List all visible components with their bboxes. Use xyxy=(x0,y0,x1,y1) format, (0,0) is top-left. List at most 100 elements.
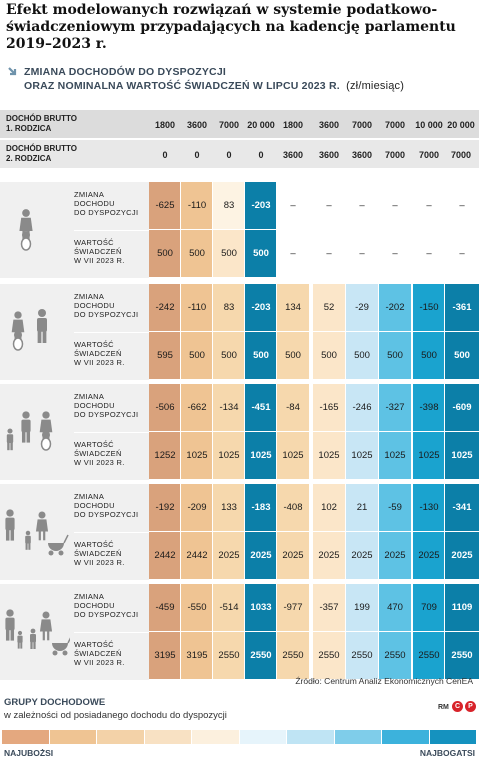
family-icon-svg xyxy=(5,509,69,556)
table-cell-value: 2025 xyxy=(413,532,445,579)
legend-swatch xyxy=(192,730,239,744)
metric-label: ZMIANA DOCHODU DO DYSPOZYCJI xyxy=(74,492,149,519)
column-gutter xyxy=(212,182,213,680)
table-cell-value: -361 xyxy=(445,284,479,331)
table-cell-value: – xyxy=(313,230,345,277)
legend-title: GRUPY DOCHODOWE xyxy=(4,697,106,708)
table-cell-value: 2550 xyxy=(245,632,277,679)
legend-swatch xyxy=(334,730,381,744)
table-cell-value: 500 xyxy=(277,332,309,379)
table-cell-value: 1025 xyxy=(313,432,345,479)
metric-label-line: DOCHODU xyxy=(74,301,115,310)
table-cell-value: 102 xyxy=(313,484,345,531)
legend-swatch xyxy=(382,730,429,744)
table-cell-value: 2025 xyxy=(379,532,411,579)
table-cell-value: 1025 xyxy=(445,432,479,479)
metric-label-line: WARTOŚĆ xyxy=(74,640,114,649)
metric-label-line: DOCHODU xyxy=(74,199,115,208)
family-icon-svg xyxy=(11,309,47,351)
couple-two-children-icon xyxy=(0,384,70,480)
table-cell-value: – xyxy=(379,182,411,229)
table-cell-value: 500 xyxy=(149,230,181,277)
metric-label: WARTOŚĆ ŚWIADCZEŃ W VII 2023 R. xyxy=(74,238,149,265)
metric-label-line: ZMIANA xyxy=(74,292,105,301)
table-cell-value: 1025 xyxy=(413,432,445,479)
metric-label-line: DO DYSPOZYCJI xyxy=(74,410,139,419)
table-cell-value: -514 xyxy=(213,584,245,631)
column-gutter xyxy=(444,182,445,680)
header-row-bg xyxy=(0,110,479,138)
table-cell-value: 500 xyxy=(213,332,245,379)
legend-swatch xyxy=(2,730,49,744)
header-value: 7000 xyxy=(450,150,472,160)
metric-label-line: WARTOŚĆ xyxy=(74,340,114,349)
header-value: 20 000 xyxy=(447,120,475,130)
metric-label-line: ZMIANA xyxy=(74,392,105,401)
single-parent-one-child-icon xyxy=(0,182,70,278)
table-cell-value: 595 xyxy=(149,332,181,379)
table-cell-value: 83 xyxy=(213,284,245,331)
metric-label-line: ZMIANA xyxy=(74,190,105,199)
table-cell-value: – xyxy=(445,182,479,229)
column-gutter xyxy=(378,182,379,680)
header-row-label-line: 1. RODZICA xyxy=(6,124,52,133)
header-row-label: DOCHÓD BRUTTO 2. RODZICA xyxy=(6,144,77,164)
metric-label-line: ZMIANA xyxy=(74,492,105,501)
table-cell-value: 500 xyxy=(181,332,213,379)
table-cell-value: – xyxy=(277,230,309,277)
table-cell-value: -977 xyxy=(277,584,309,631)
table-cell-value: -242 xyxy=(149,284,181,331)
table-cell-value: 1252 xyxy=(149,432,181,479)
metric-label: WARTOŚĆ ŚWIADCZEŃ W VII 2023 R. xyxy=(74,340,149,367)
table-cell-value: -203 xyxy=(245,182,277,229)
table-cell-value: 2442 xyxy=(149,532,181,579)
table-cell-value: -110 xyxy=(181,182,213,229)
table-cell-value: 134 xyxy=(277,284,309,331)
table-cell-value: 2025 xyxy=(346,532,378,579)
table-cell-value: 1025 xyxy=(213,432,245,479)
table-cell-value: 500 xyxy=(346,332,378,379)
metric-label-line: W VII 2023 R. xyxy=(74,256,125,265)
header-value: 3600 xyxy=(351,150,373,160)
header-value: 7000 xyxy=(384,150,406,160)
legend-swatch xyxy=(429,730,476,744)
table-cell-value: -341 xyxy=(445,484,479,531)
legend-swatch xyxy=(239,730,286,744)
table-cell-value: 1033 xyxy=(245,584,277,631)
metric-label-line: DOCHODU xyxy=(74,501,115,510)
header-row-bg xyxy=(0,140,479,168)
table-cell-value: – xyxy=(346,230,378,277)
family-icon-svg xyxy=(5,609,70,656)
table-cell-value: 1025 xyxy=(379,432,411,479)
credit-rm: RM xyxy=(438,704,449,711)
header-value: 7000 xyxy=(351,120,373,130)
table-cell-value: -357 xyxy=(313,584,345,631)
couple-four-children-icon xyxy=(0,584,70,680)
metric-label-line: ŚWIADCZEŃ xyxy=(74,449,122,458)
table-cell-value: -459 xyxy=(149,584,181,631)
metric-label-line: W VII 2023 R. xyxy=(74,558,125,567)
table-cell-value: -29 xyxy=(346,284,378,331)
table-cell-value: 2550 xyxy=(277,632,309,679)
table-cell-value: 2025 xyxy=(445,532,479,579)
table-cell-value: – xyxy=(413,182,445,229)
table-cell-value: 133 xyxy=(213,484,245,531)
table-cell-value: 2550 xyxy=(213,632,245,679)
metric-label: ZMIANA DOCHODU DO DYSPOZYCJI xyxy=(74,190,149,217)
header-value: 3600 xyxy=(282,150,304,160)
metric-label-line: ŚWIADCZEŃ xyxy=(74,247,122,256)
table-cell-value: – xyxy=(413,230,445,277)
couple-one-child-icon xyxy=(0,284,70,380)
table-cell-value: -408 xyxy=(277,484,309,531)
header-value: 1800 xyxy=(154,120,176,130)
metric-label: ZMIANA DOCHODU DO DYSPOZYCJI xyxy=(74,392,149,419)
couple-three-children-icon xyxy=(0,484,70,580)
column-gutter xyxy=(345,182,346,680)
table-cell-value: 1025 xyxy=(277,432,309,479)
table-cell-value: 2550 xyxy=(379,632,411,679)
table-cell-value: 500 xyxy=(181,230,213,277)
table-cell-value: 1025 xyxy=(245,432,277,479)
metric-label-line: ŚWIADCZEŃ xyxy=(74,649,122,658)
header-row-label-line: 2. RODZICA xyxy=(6,154,52,163)
table-cell-value: 2025 xyxy=(213,532,245,579)
